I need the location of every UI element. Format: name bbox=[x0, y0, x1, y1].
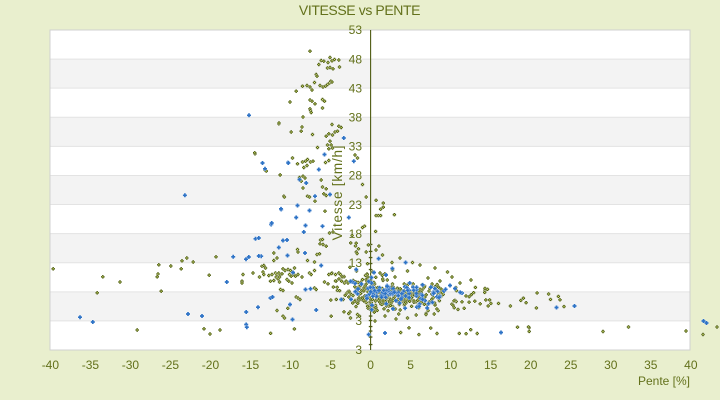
svg-text:-15: -15 bbox=[242, 358, 260, 372]
svg-text:-5: -5 bbox=[325, 358, 336, 372]
svg-text:3: 3 bbox=[355, 314, 362, 328]
svg-text:25: 25 bbox=[564, 358, 578, 372]
svg-text:VITESSE vs PENTE: VITESSE vs PENTE bbox=[299, 2, 420, 18]
svg-text:43: 43 bbox=[349, 81, 363, 95]
svg-text:-10: -10 bbox=[282, 358, 300, 372]
svg-text:Vitesse [km/h]: Vitesse [km/h] bbox=[330, 145, 345, 241]
svg-text:18: 18 bbox=[349, 227, 363, 241]
svg-text:53: 53 bbox=[349, 23, 363, 37]
svg-text:Pente [%]: Pente [%] bbox=[638, 374, 690, 388]
svg-text:10: 10 bbox=[444, 358, 458, 372]
svg-text:3: 3 bbox=[355, 343, 362, 357]
svg-text:-35: -35 bbox=[82, 358, 100, 372]
svg-text:8: 8 bbox=[355, 285, 362, 299]
svg-text:23: 23 bbox=[349, 198, 363, 212]
svg-text:20: 20 bbox=[524, 358, 538, 372]
svg-text:0: 0 bbox=[367, 358, 374, 372]
svg-text:40: 40 bbox=[684, 358, 698, 372]
svg-text:33: 33 bbox=[349, 140, 363, 154]
svg-text:-25: -25 bbox=[162, 358, 180, 372]
svg-text:48: 48 bbox=[349, 52, 363, 66]
svg-text:13: 13 bbox=[349, 256, 363, 270]
svg-text:30: 30 bbox=[604, 358, 618, 372]
svg-text:5: 5 bbox=[407, 358, 414, 372]
svg-text:38: 38 bbox=[349, 110, 363, 124]
svg-text:-30: -30 bbox=[122, 358, 140, 372]
svg-text:35: 35 bbox=[644, 358, 658, 372]
svg-text:15: 15 bbox=[484, 358, 498, 372]
svg-text:-20: -20 bbox=[202, 358, 220, 372]
svg-text:28: 28 bbox=[349, 169, 363, 183]
svg-text:-40: -40 bbox=[42, 358, 60, 372]
